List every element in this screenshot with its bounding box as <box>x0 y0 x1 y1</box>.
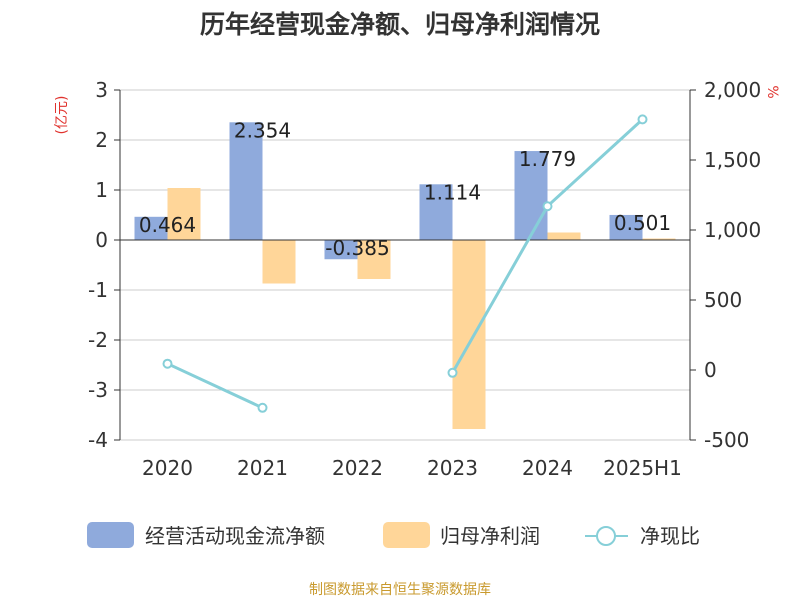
x-category-label: 2025H1 <box>603 456 682 480</box>
ratio-point <box>257 402 268 413</box>
ratio-point <box>447 367 458 378</box>
x-category-label: 2021 <box>237 456 288 480</box>
left-tick-label: -4 <box>88 428 108 452</box>
cash-flow-bar <box>324 240 358 260</box>
right-tick-label: 0 <box>704 358 717 382</box>
cash-flow-data-label: 1.779 <box>519 147 576 171</box>
net-profit-bar <box>262 240 296 284</box>
cash-flow-bar <box>134 216 168 240</box>
right-tick-label: 500 <box>704 288 742 312</box>
net-profit-bar <box>547 232 581 240</box>
net-profit-bar <box>452 240 486 429</box>
right-axis-unit-label: % <box>764 85 780 98</box>
ratio-point <box>162 358 173 369</box>
ratio-point <box>637 114 648 125</box>
x-category-label: 2023 <box>427 456 478 480</box>
legend-label-cash-flow: 经营活动现金流净额 <box>145 524 325 548</box>
chart-title: 历年经营现金净额、归母净利润情况 <box>200 10 600 39</box>
cash-flow-data-label: -0.385 <box>325 236 389 260</box>
right-tick-label: 1,500 <box>704 148 761 172</box>
cash-flow-data-label: 1.114 <box>424 180 481 204</box>
left-tick-label: 1 <box>95 178 108 202</box>
ratio-line-segment <box>166 362 264 410</box>
cash-flow-bar <box>514 151 548 240</box>
cash-flow-bar <box>229 122 263 240</box>
left-tick-label: -1 <box>88 278 108 302</box>
right-tick-label: -500 <box>704 428 749 452</box>
cash-flow-data-label: 2.354 <box>234 118 291 142</box>
legend-label-ratio: 净现比 <box>640 524 700 548</box>
left-tick-label: 2 <box>95 128 108 152</box>
cash-flow-data-label: 0.464 <box>139 213 196 237</box>
legend-swatch-net-profit <box>383 522 430 548</box>
left-axis-unit-label: (亿元) <box>54 96 70 135</box>
cash-flow-bar <box>609 214 643 240</box>
cash-flow-bar <box>419 184 453 240</box>
left-tick-label: -3 <box>88 378 108 402</box>
legend-label-net-profit: 归母净利润 <box>440 524 540 548</box>
right-tick-label: 2,000 <box>704 78 761 102</box>
legend-swatch-ratio-marker <box>596 526 616 546</box>
source-note: 制图数据来自恒生聚源数据库 <box>309 582 491 598</box>
left-tick-label: 0 <box>95 228 108 252</box>
left-tick-label: -2 <box>88 328 108 352</box>
net-profit-bar <box>357 240 391 279</box>
right-tick-label: 1,000 <box>704 218 761 242</box>
net-profit-bar <box>167 188 201 240</box>
cash-flow-data-label: 0.501 <box>614 211 671 235</box>
left-tick-label: 3 <box>95 78 108 102</box>
x-category-label: 2022 <box>332 456 383 480</box>
legend-swatch-cash-flow <box>87 522 134 548</box>
x-category-label: 2020 <box>142 456 193 480</box>
x-category-label: 2024 <box>522 456 573 480</box>
ratio-point <box>542 201 553 212</box>
net-profit-bar <box>642 238 676 240</box>
